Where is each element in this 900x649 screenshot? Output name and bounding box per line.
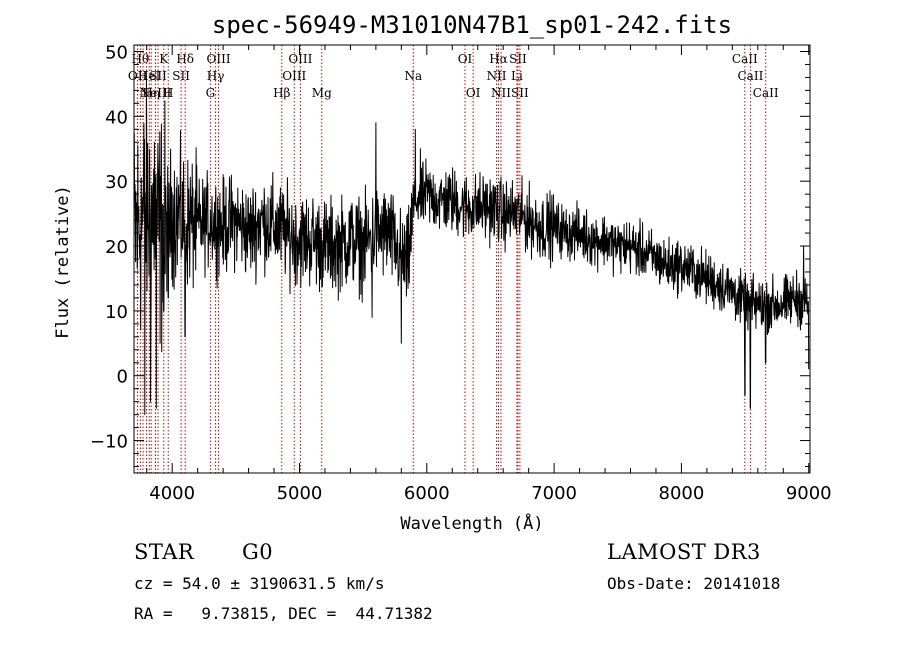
line-label-27: SII [511,86,529,100]
line-label-22: NII [487,69,507,83]
line-label-20: OI [458,52,473,66]
y-axis: −10 0 10 20 30 40 50 [90,42,810,468]
y-tick-label-3: 20 [105,237,128,258]
sky-coordinates: RA = 9.73815, DEC = 44.71382 [134,604,433,623]
line-label-16: OIII [282,69,306,83]
line-label-11: SII [172,69,190,83]
x-tick-label-1: 5000 [277,483,323,504]
line-label-0: OII [128,69,148,83]
y-tick-label-4: 30 [105,172,128,193]
spectrum-series [133,77,810,416]
line-label-7: SII [149,69,167,83]
y-axis-label: Flux (relative) [53,185,73,339]
y-tick-label-5: 40 [105,107,128,128]
line-label-21: OI [466,86,481,100]
line-label-13: Hγ [207,69,225,83]
x-axis-label: Wavelength (Å) [400,512,543,534]
x-tick-label-2: 6000 [404,483,450,504]
x-tick-label-3: 7000 [531,483,577,504]
line-label-25: Li [511,69,523,83]
y-tick-label-2: 10 [105,302,128,323]
x-tick-label-4: 8000 [659,483,705,504]
chart-title: spec-56949-M31010N47B1_sp01-242.fits [212,11,732,39]
line-label-30: CaII [753,86,779,100]
x-tick-label-5: 9000 [786,483,832,504]
survey-name: LAMOST DR3 [607,540,761,564]
observation-date: Obs-Date: 20141018 [607,574,781,593]
object-class: STAR [134,540,195,564]
object-subclass: G0 [242,540,274,564]
line-label-14: OIII [207,52,231,66]
line-label-28: CaII [732,52,758,66]
line-label-6: NeIII [140,86,172,100]
line-label-19: Na [404,69,422,83]
spectrum-line [133,77,810,416]
line-label-10: Hδ [176,52,194,66]
line-label-1: Hθ [132,52,150,66]
line-label-4: HeI [138,69,161,83]
line-label-15: Hβ [273,86,290,100]
line-label-18: Mg [312,86,332,100]
x-axis: 4000 5000 6000 7000 8000 9000 [146,45,832,504]
x-tick-label-0: 4000 [149,483,195,504]
line-label-12: G [206,86,216,100]
line-label-29: CaII [738,69,764,83]
line-label-17: OIII [288,52,312,66]
line-label-26: SII [509,52,527,66]
line-label-9: H [163,86,173,100]
line-label-23: Hα [489,52,508,66]
y-tick-label-0: −10 [90,432,128,453]
y-tick-label-6: 50 [105,42,128,63]
y-tick-label-1: 0 [117,367,128,388]
line-label-24: NII [491,86,511,100]
redshift-velocity: cz = 54.0 ± 3190631.5 km/s [134,574,385,593]
line-label-8: K [159,52,169,66]
